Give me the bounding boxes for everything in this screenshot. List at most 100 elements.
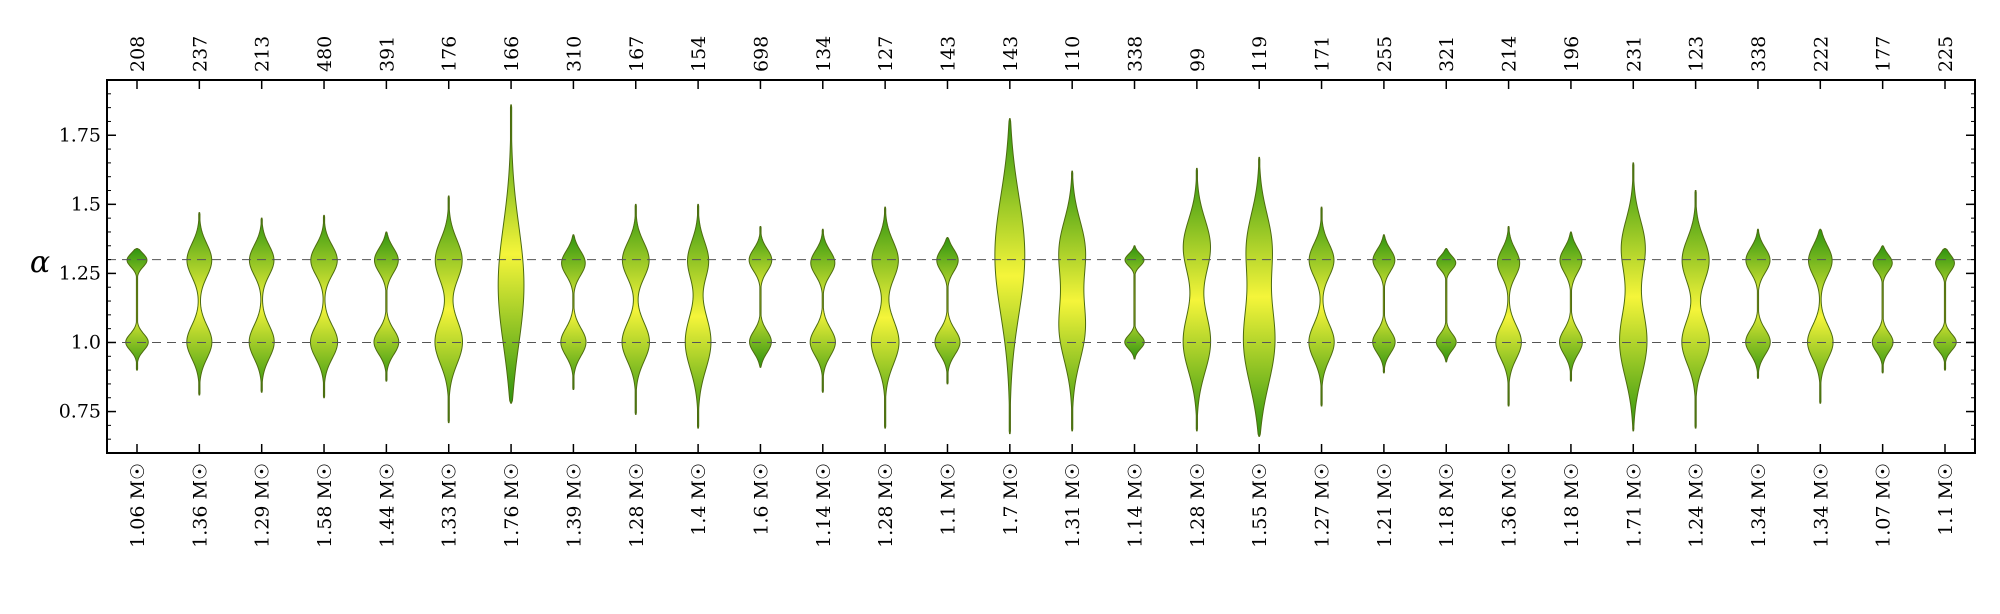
violins-layer <box>125 104 1957 437</box>
x-tick-label: 1.44 M☉ <box>376 463 398 548</box>
violin-29 <box>1871 245 1894 374</box>
violin-9 <box>621 203 650 415</box>
top-tick-label: 176 <box>439 36 461 72</box>
x-tick-label: 1.21 M☉ <box>1374 463 1396 548</box>
violin-16 <box>1058 170 1087 432</box>
top-tick-label: 123 <box>1686 36 1708 72</box>
x-tick-label: 1.06 M☉ <box>127 463 149 548</box>
top-tick-label: 213 <box>252 36 274 72</box>
top-tick-label: 480 <box>314 36 336 72</box>
x-tick-label: 1.07 M☉ <box>1873 463 1895 548</box>
top-tick-label: 310 <box>563 36 585 72</box>
x-tick-label: 1.36 M☉ <box>1499 463 1521 548</box>
top-tick-label: 127 <box>875 36 897 72</box>
x-tick-label: 1.76 M☉ <box>501 463 523 548</box>
violin-19 <box>1242 156 1276 437</box>
top-tick-label: 99 <box>1187 48 1209 72</box>
violin-6 <box>434 195 464 424</box>
top-tick-label: 255 <box>1374 36 1396 72</box>
top-tick-label: 222 <box>1810 36 1832 72</box>
x-tick-label: 1.1 M☉ <box>937 463 959 536</box>
x-tick-label: 1.39 M☉ <box>563 463 585 548</box>
violin-23 <box>1495 225 1522 407</box>
top-tick-label: 237 <box>189 36 211 72</box>
x-tick-label: 1.36 M☉ <box>189 463 211 548</box>
violin-8 <box>560 234 587 390</box>
x-tick-label: 1.58 M☉ <box>314 463 336 548</box>
y-tick-label: 1.25 <box>59 262 101 284</box>
violin-12 <box>809 228 836 393</box>
y-tick-label: 1.5 <box>71 193 101 215</box>
violin-21 <box>1372 234 1396 374</box>
top-tick-label: 338 <box>1748 36 1770 72</box>
top-tick-label: 171 <box>1312 36 1334 72</box>
x-tick-label: 1.55 M☉ <box>1249 463 1271 548</box>
x-tick-label: 1.4 M☉ <box>688 463 710 536</box>
x-tick-label: 1.34 M☉ <box>1810 463 1832 548</box>
x-tick-label: 1.31 M☉ <box>1062 463 1084 548</box>
top-axis: 208 237 213 480 391 176 166 310 167 154 698 134 127 1… <box>127 36 1957 89</box>
violin-27 <box>1745 228 1771 379</box>
x-tick-label: 1.7 M☉ <box>1000 463 1022 536</box>
y-tick-label: 0.75 <box>59 401 101 423</box>
violin-14 <box>934 236 961 385</box>
x-tick-label: 1.29 M☉ <box>252 463 274 548</box>
x-tick-label: 1.14 M☉ <box>1125 463 1147 548</box>
violin-18 <box>1182 167 1212 432</box>
violin-2 <box>186 212 213 396</box>
violin-7 <box>497 104 525 404</box>
y-tick-label: 1.75 <box>59 124 101 146</box>
violin-20 <box>1308 206 1335 407</box>
violin-11 <box>748 225 773 368</box>
top-tick-label: 391 <box>376 36 398 72</box>
violin-25 <box>1619 162 1648 432</box>
top-tick-label: 214 <box>1499 36 1521 72</box>
x-tick-label: 1.18 M☉ <box>1436 463 1458 548</box>
top-tick-label: 134 <box>813 36 835 72</box>
x-tick-label: 1.27 M☉ <box>1312 463 1334 548</box>
y-tick-label: 1.0 <box>71 331 101 353</box>
top-tick-label: 166 <box>501 36 523 72</box>
top-tick-label: 225 <box>1935 36 1957 72</box>
reference-lines <box>107 259 1975 343</box>
x-axis: 1.06 M☉ 1.36 M☉ 1.29 M☉ 1.58 M☉ 1.44 M☉ 1.33 … <box>127 444 1957 548</box>
top-tick-label: 154 <box>688 36 710 72</box>
top-tick-label: 698 <box>750 36 772 72</box>
violin-22 <box>1435 248 1457 363</box>
x-tick-label: 1.34 M☉ <box>1748 463 1770 548</box>
violin-15 <box>994 118 1026 435</box>
violin-24 <box>1559 231 1583 382</box>
violin-13 <box>870 206 900 429</box>
top-tick-label: 110 <box>1062 36 1084 72</box>
violin-3 <box>248 217 275 393</box>
top-tick-label: 167 <box>626 36 648 72</box>
x-tick-label: 1.24 M☉ <box>1686 463 1708 548</box>
top-tick-label: 143 <box>937 36 959 72</box>
x-tick-label: 1.71 M☉ <box>1623 463 1645 548</box>
y-axis-label: α <box>30 245 50 280</box>
x-tick-label: 1.28 M☉ <box>626 463 648 548</box>
x-tick-label: 1.18 M☉ <box>1561 463 1583 548</box>
top-tick-label: 321 <box>1436 36 1458 72</box>
x-tick-label: 1.33 M☉ <box>439 463 461 548</box>
x-tick-label: 1.6 M☉ <box>750 463 772 536</box>
top-tick-label: 196 <box>1561 36 1583 72</box>
violin-10 <box>684 203 712 429</box>
top-tick-label: 143 <box>1000 36 1022 72</box>
top-tick-label: 119 <box>1249 36 1271 72</box>
y-axis: 0.75 1.0 1.25 1.5 1.75 <box>59 93 1975 440</box>
violin-5 <box>373 231 400 382</box>
x-tick-label: 1.14 M☉ <box>813 463 835 548</box>
violin-30 <box>1933 248 1957 371</box>
violin-28 <box>1807 228 1834 404</box>
x-tick-label: 1.28 M☉ <box>875 463 897 548</box>
violin-17 <box>1124 245 1145 360</box>
violin-1 <box>125 248 149 371</box>
x-tick-label: 1.28 M☉ <box>1187 463 1209 548</box>
x-tick-label: 1.1 M☉ <box>1935 463 1957 536</box>
violin-26 <box>1681 190 1710 429</box>
plot-frame <box>106 79 1976 454</box>
top-tick-label: 208 <box>127 36 149 72</box>
top-tick-label: 338 <box>1125 36 1147 72</box>
